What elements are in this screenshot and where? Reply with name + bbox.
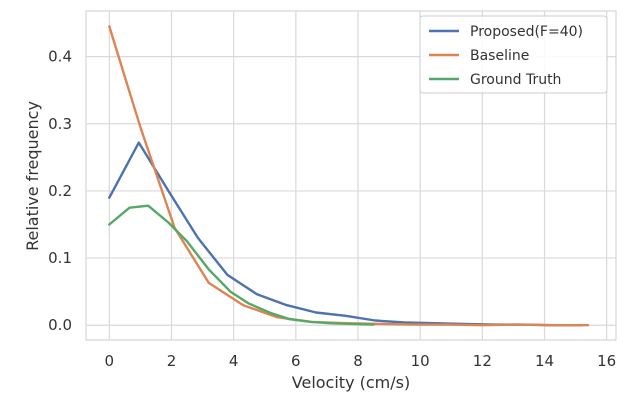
x-tick-label: 2: [167, 352, 177, 370]
y-tick-label: 0.2: [48, 182, 72, 200]
x-tick-label: 4: [229, 352, 239, 370]
x-tick-label: 6: [291, 352, 301, 370]
x-tick-label: 0: [105, 352, 115, 370]
y-tick-label: 0.0: [48, 316, 72, 334]
y-tick-label: 0.3: [48, 115, 72, 133]
legend: Proposed(F=40) Baseline Ground Truth: [419, 15, 608, 94]
legend-label: Baseline: [470, 48, 529, 64]
series-line-2: [108, 204, 375, 326]
x-tick-label: 12: [473, 352, 492, 370]
x-axis-label: Velocity (cm/s): [292, 373, 410, 392]
y-axis-label: Relative frequency: [23, 101, 42, 251]
x-tick-label: 10: [411, 352, 430, 370]
x-tick-label: 16: [597, 352, 616, 370]
legend-label: Proposed(F=40): [470, 24, 583, 40]
x-tick-label: 8: [353, 352, 363, 370]
legend-label: Ground Truth: [470, 72, 561, 88]
series-lines: [108, 25, 590, 327]
tick-labels: 0 2 4 6 8 10 12 14 16 0.0 0.1 0.2 0.3 0.4: [48, 48, 616, 370]
legend-box: [419, 15, 608, 94]
y-tick-label: 0.1: [48, 249, 72, 267]
y-tick-label: 0.4: [48, 48, 72, 66]
x-tick-label: 14: [535, 352, 554, 370]
